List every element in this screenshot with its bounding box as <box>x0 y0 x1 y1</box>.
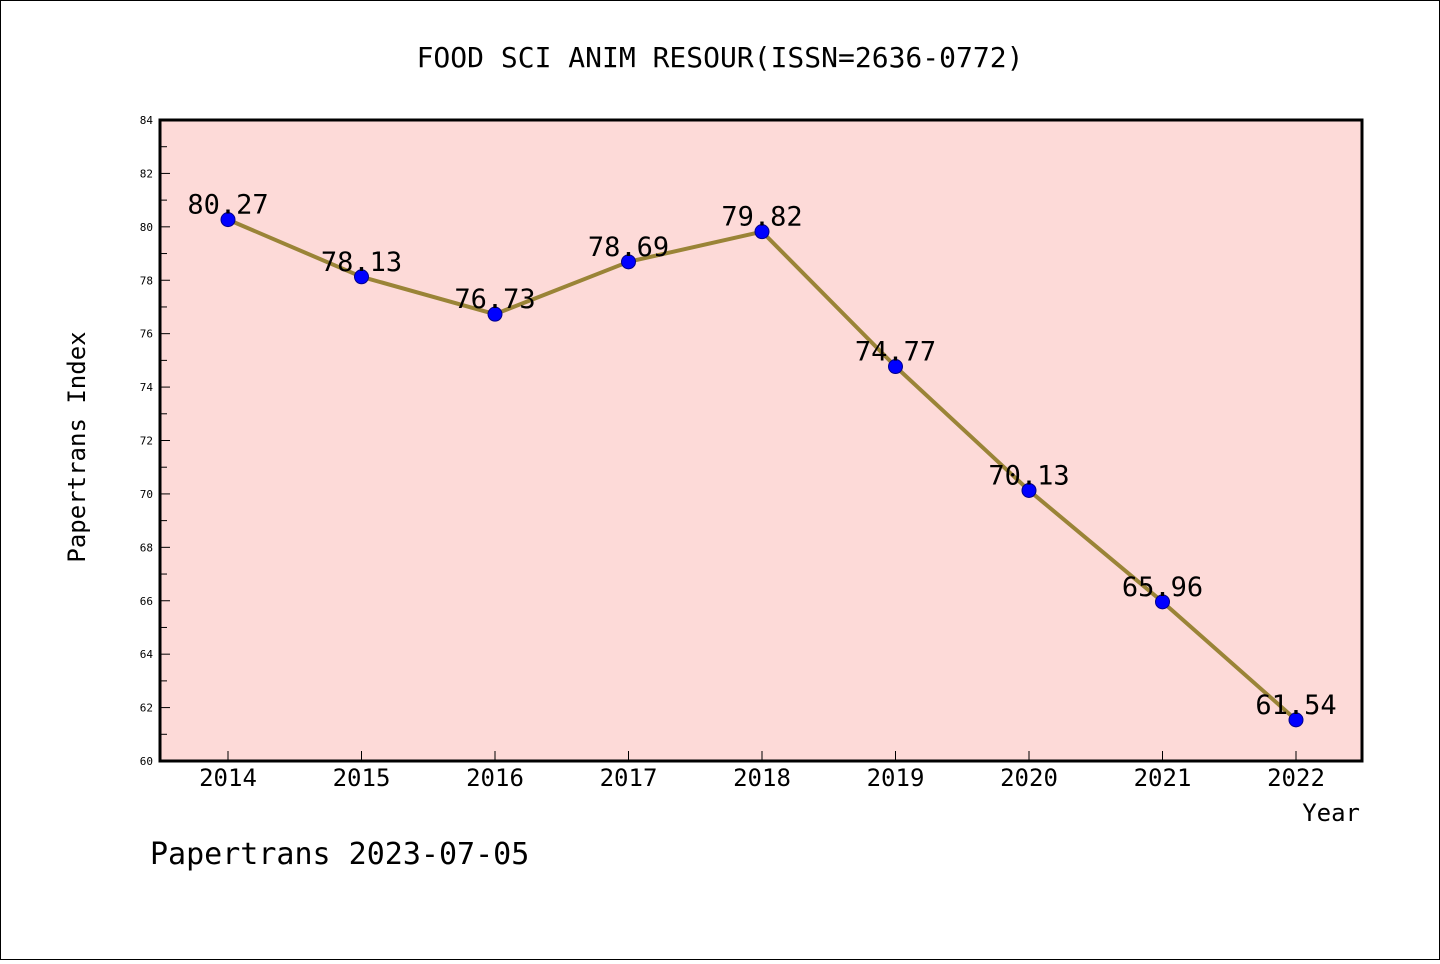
x-tick-label: 2014 <box>199 764 257 792</box>
x-tick-label: 2022 <box>1267 764 1325 792</box>
x-axis-label: Year <box>1302 799 1360 827</box>
y-tick-label: 72 <box>140 435 153 448</box>
data-point <box>220 212 236 228</box>
y-tick-label: 78 <box>140 274 153 287</box>
data-label: 80.27 <box>187 190 268 221</box>
y-tick-label: 70 <box>140 488 153 501</box>
data-label: 79.82 <box>721 202 802 233</box>
y-tick-label: 74 <box>140 381 154 394</box>
y-tick-label: 82 <box>140 167 153 180</box>
data-label: 78.13 <box>321 247 402 278</box>
x-tick-label: 2018 <box>733 764 791 792</box>
y-tick-label: 62 <box>140 702 153 715</box>
footer-text: Papertrans 2023-07-05 <box>150 837 529 872</box>
data-label: 76.73 <box>454 284 535 315</box>
data-label: 74.77 <box>855 337 936 368</box>
y-axis: 60 62 64 66 68 70 72 74 76 78 80 82 84 <box>140 114 170 768</box>
x-tick-label: 2016 <box>466 764 524 792</box>
y-tick-label: 80 <box>140 221 153 234</box>
data-point <box>1021 482 1037 498</box>
y-tick-label: 66 <box>140 595 153 608</box>
data-point <box>754 224 770 240</box>
x-tick-label: 2021 <box>1134 764 1192 792</box>
x-tick-label: 2019 <box>867 764 925 792</box>
plot-frame <box>158 118 1364 763</box>
data-point <box>621 254 636 270</box>
data-label: 61.54 <box>1255 690 1336 721</box>
y-tick-label: 68 <box>140 541 153 554</box>
data-label: 65.96 <box>1122 572 1203 603</box>
y-tick-label: 84 <box>140 114 154 127</box>
y-tick-label: 60 <box>140 755 153 768</box>
series-line-group: 80.27 78.13 76.73 78.69 79.82 74.77 70.13 65.96… <box>187 190 1337 728</box>
data-point <box>487 306 503 322</box>
chart-title: FOOD SCI ANIM RESOUR(ISSN=2636-0772) <box>417 41 1024 74</box>
y-axis-label: Papertrans Index <box>63 331 91 562</box>
x-tick-label: 2015 <box>333 764 391 792</box>
y-tick-label: 76 <box>140 328 153 341</box>
data-label: 70.13 <box>988 460 1069 491</box>
data-point <box>888 359 903 375</box>
data-point <box>1155 594 1170 610</box>
data-point <box>354 269 369 285</box>
x-tick-label: 2020 <box>1000 764 1058 792</box>
y-tick-label: 64 <box>140 648 154 661</box>
x-axis: 2014 2015 2016 2017 2018 2019 2020 2021 2022 <box>199 751 1325 792</box>
data-label: 78.69 <box>588 232 669 263</box>
data-point <box>1288 712 1304 728</box>
x-tick-label: 2017 <box>600 764 658 792</box>
